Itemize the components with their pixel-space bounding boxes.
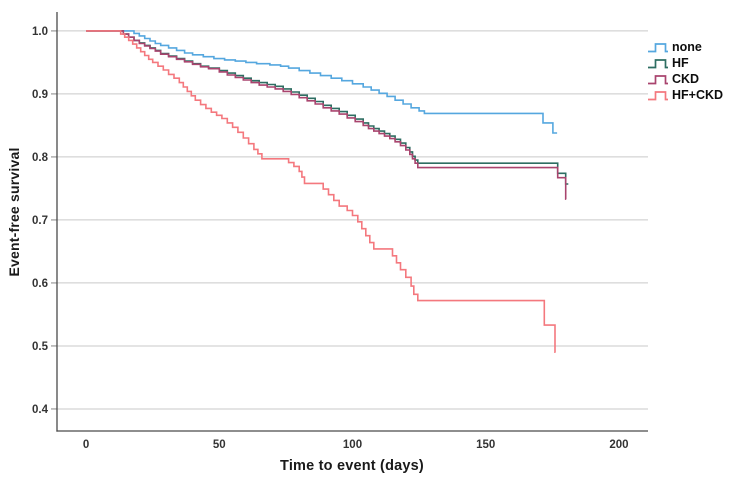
- y-tick-label: 0.7: [32, 215, 48, 227]
- legend-item-hf: HF: [647, 55, 723, 71]
- y-axis-title: Event-free survival: [6, 147, 22, 277]
- x-tick-label: 50: [213, 439, 226, 451]
- legend: none HF CKD HF+CKD: [647, 39, 723, 103]
- y-tick-label: 0.8: [32, 152, 49, 164]
- legend-step-marker-icon: [648, 75, 668, 85]
- survival-curve-none: [86, 30, 558, 134]
- x-axis-title: Time to event (days): [280, 458, 424, 474]
- survival-curve-CKD: [86, 30, 567, 200]
- legend-step-marker-icon: [648, 91, 668, 101]
- survival-curve-HF+CKD: [86, 30, 556, 353]
- y-tick-label: 0.9: [32, 89, 48, 101]
- x-tick-label: 100: [343, 439, 362, 451]
- y-tick-label: 0.6: [32, 278, 48, 290]
- legend-item-hf-ckd: HF+CKD: [647, 87, 723, 103]
- legend-label: HF: [672, 56, 689, 70]
- y-tick-label: 0.5: [32, 341, 49, 353]
- legend-label: CKD: [672, 72, 700, 86]
- legend-step-marker-icon: [648, 43, 668, 53]
- legend-step-marker-icon: [648, 59, 668, 69]
- legend-label: none: [672, 40, 702, 54]
- x-tick-label: 200: [609, 439, 628, 451]
- y-tick-label: 1.0: [32, 26, 48, 38]
- legend-label: HF+CKD: [672, 88, 724, 102]
- legend-item-none: none: [647, 39, 723, 55]
- legend-item-ckd: CKD: [647, 71, 723, 87]
- y-tick-label: 0.4: [32, 404, 49, 416]
- x-tick-label: 0: [83, 439, 89, 451]
- x-tick-label: 150: [476, 439, 495, 451]
